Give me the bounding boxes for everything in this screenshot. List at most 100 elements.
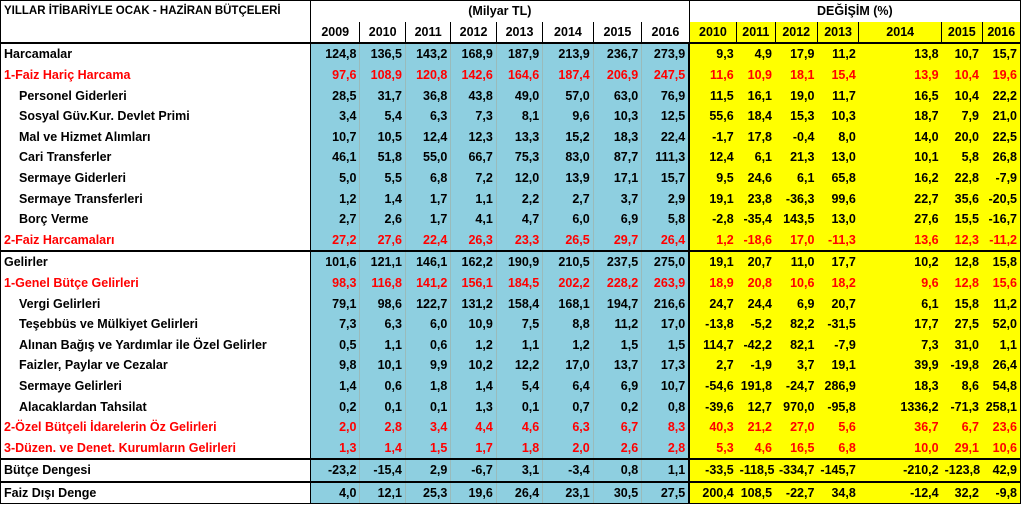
value-cell: 273,9 [641,43,690,65]
change-cell: 10,6 [775,272,818,294]
change-cell: 11,6 [688,64,737,86]
value-cell: 3,7 [593,188,643,209]
year-header: 2013 [496,21,544,45]
value-cell: 8,3 [641,416,690,438]
change-cell: 12,7 [736,396,776,417]
value-cell: 6,3 [359,313,406,335]
value-cell: 17,1 [593,167,643,189]
change-cell: -0,4 [775,126,818,148]
unit-label: (Milyar TL) [310,0,690,22]
value-cell: 27,2 [310,229,361,252]
value-cell: 9,6 [542,105,594,127]
value-cell: 51,8 [359,147,406,168]
change-cell: 18,1 [775,64,818,86]
change-cell: 29,1 [941,437,982,460]
value-cell: 28,5 [310,85,361,106]
value-cell: 120,8 [405,64,452,86]
value-cell: 12,4 [405,126,452,148]
year-header: 2015 [593,21,643,45]
value-cell: 0,1 [405,396,452,417]
row-label: Mal ve Hizmet Alımları [0,126,311,148]
value-cell: 26,5 [542,229,594,252]
row-label: Bütçe Dengesi [0,458,311,482]
change-cell: -9,8 [982,480,1021,505]
value-cell: 9,8 [310,355,361,376]
table-row: Cari Transferler 46,1 51,8 55,0 66,7 75,3 83,0… [0,147,1021,168]
change-cell: 24,7 [688,293,737,314]
change-cell: 4,9 [736,43,776,65]
change-cell: 27,6 [858,208,942,230]
year-header: 2011 [405,21,452,45]
value-cell: 79,1 [310,293,361,314]
value-cell: 0,6 [359,375,406,397]
value-cell: 7,3 [450,105,497,127]
row-label: 3-Düzen. ve Denet. Kurumların Gelirleri [0,437,311,460]
row-label: Vergi Gelirleri [0,293,311,314]
value-cell: 1,3 [450,396,497,417]
change-cell: 99,6 [817,188,859,209]
value-cell: 2,9 [641,188,690,209]
value-cell: 187,9 [496,43,544,65]
change-cell: 13,0 [817,147,859,168]
year-header: 2009 [310,21,361,45]
change-cell: 82,1 [775,334,818,356]
value-cell: 27,6 [359,229,406,252]
change-cell: 19,1 [817,355,859,376]
value-cell: 247,5 [641,64,690,86]
change-cell: -5,2 [736,313,776,335]
change-cell: 15,6 [982,272,1021,294]
change-cell: 15,7 [982,43,1021,65]
change-cell: 40,3 [688,416,737,438]
change-cell: 27,0 [775,416,818,438]
value-cell: 124,8 [310,43,361,65]
change-cell: 5,8 [941,147,982,168]
change-cell: -1,7 [688,126,737,148]
table-row: 1-Genel Bütçe Gelirleri 98,3 116,8 141,2 156… [0,272,1021,294]
value-cell: 66,7 [450,147,497,168]
value-cell: 49,0 [496,85,544,106]
value-cell: 4,7 [496,208,544,230]
value-cell: 2,8 [641,437,690,460]
change-cell: 2,7 [688,355,737,376]
change-cell: 24,4 [736,293,776,314]
value-cell: 75,3 [496,147,544,168]
value-cell: 2,2 [496,188,544,209]
change-cell: 32,2 [941,480,982,505]
year-header: 2014 [542,21,594,45]
change-cell: 6,8 [817,437,859,460]
row-label: Sermaye Giderleri [0,167,311,189]
value-cell: 17,3 [641,355,690,376]
change-cell: 27,5 [941,313,982,335]
value-cell: 236,7 [593,43,643,65]
value-cell: 0,8 [593,458,643,482]
value-cell: 43,8 [450,85,497,106]
value-cell: 2,6 [593,437,643,460]
value-cell: 210,5 [542,250,594,273]
change-cell: 18,4 [736,105,776,127]
value-cell: 5,5 [359,167,406,189]
value-cell: 29,7 [593,229,643,252]
change-cell: 9,5 [688,167,737,189]
change-cell: 10,2 [858,250,942,273]
change-cell: -42,2 [736,334,776,356]
value-cell: 55,0 [405,147,452,168]
year-header: 2016 [641,21,690,45]
value-cell: 6,7 [593,416,643,438]
change-year-header: 2010 [689,21,738,45]
value-cell: 23,1 [542,480,594,505]
value-cell: 168,1 [542,293,594,314]
row-label: Harcamalar [0,43,311,65]
change-cell: 39,9 [858,355,942,376]
table-row: Sermaye Transferleri 1,2 1,4 1,7 1,1 2,2 2,7 3,… [0,188,1021,209]
change-cell: 11,2 [982,293,1021,314]
change-cell: 26,4 [982,355,1021,376]
change-cell: 10,4 [941,85,982,106]
value-cell: 15,7 [641,167,690,189]
change-cell: 21,0 [982,105,1021,127]
value-cell: 275,0 [641,250,690,273]
change-cell: 114,7 [688,334,737,356]
change-cell: 9,3 [688,43,737,65]
value-cell: 9,9 [405,355,452,376]
value-cell: 0,8 [641,396,690,417]
value-cell: 4,4 [450,416,497,438]
